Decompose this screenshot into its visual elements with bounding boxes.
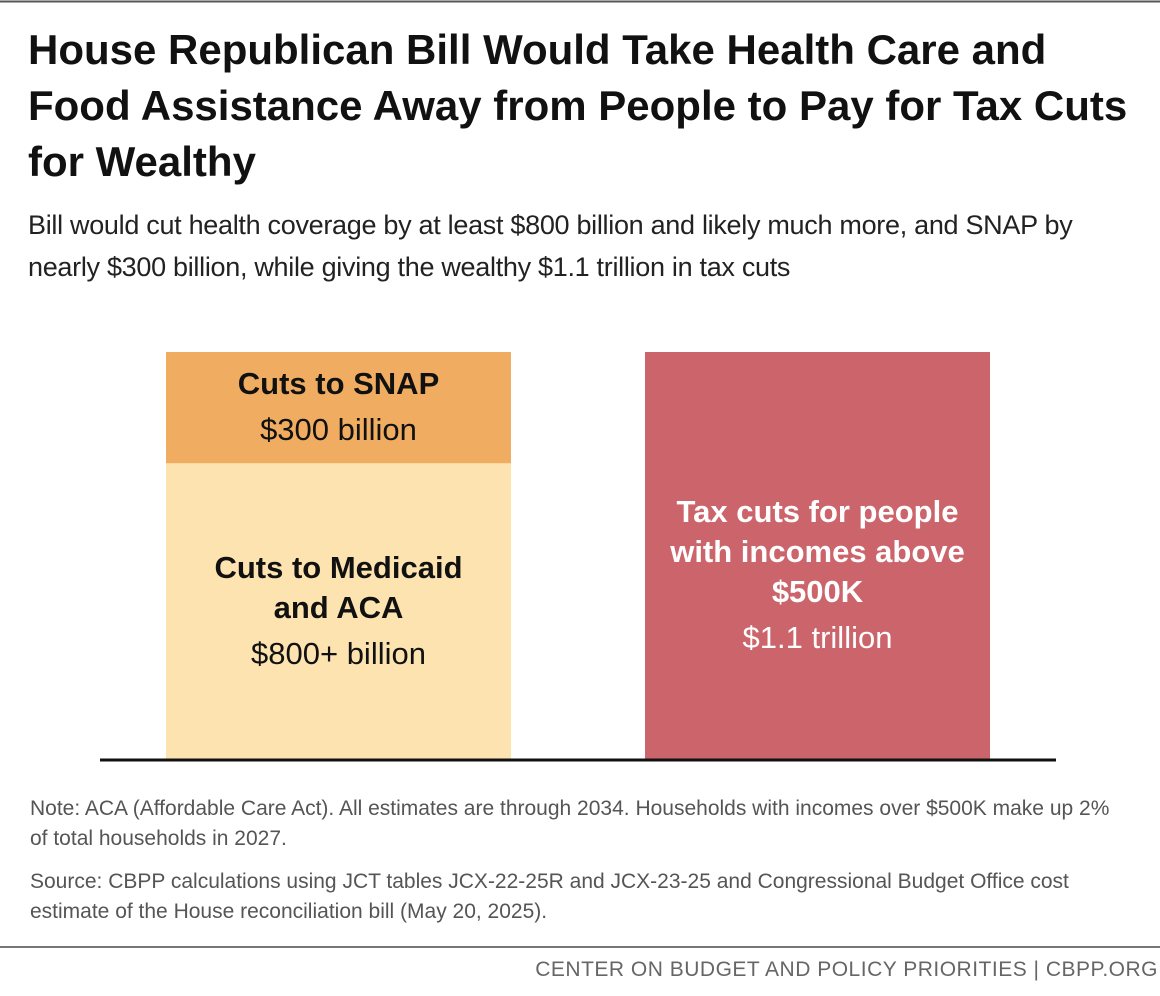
value-label: $800+ billion: [251, 635, 426, 671]
bar-segment: [166, 463, 511, 760]
credit: CENTER ON BUDGET AND POLICY PRIORITIES |…: [535, 958, 1158, 981]
series-name: Tax cuts for people with incomes above $…: [670, 494, 965, 609]
bar-label: Cuts to SNAP $300 billion: [189, 364, 489, 452]
bar-label: Cuts to Medicaid and ACA $800+ billion: [194, 548, 484, 676]
source: Source: CBPP calculations using JCT tabl…: [30, 870, 1069, 923]
bar-segment: [645, 352, 990, 760]
series-name: Cuts to SNAP: [237, 365, 440, 401]
note: Note: ACA (Affordable Care Act). All est…: [30, 797, 1110, 850]
series-name: Cuts to Medicaid and ACA: [214, 549, 463, 625]
chart-subtitle: Bill would cut health coverage by at lea…: [28, 210, 1073, 282]
bar-segment: [166, 352, 511, 464]
bar-label: Tax cuts for people with incomes above $…: [668, 492, 968, 660]
chart-title: House Republican Bill Would Take Health …: [28, 26, 1128, 185]
value-label: $300 billion: [260, 411, 417, 447]
value-label: $1.1 trillion: [742, 620, 893, 655]
